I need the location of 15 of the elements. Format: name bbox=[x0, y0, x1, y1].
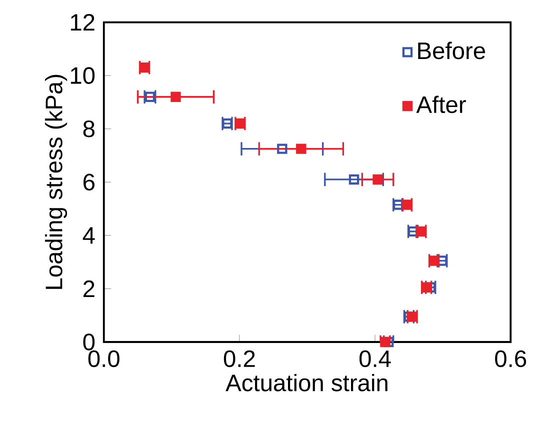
y-tick-label: 8 bbox=[83, 120, 94, 138]
y-tick-label: 4 bbox=[82, 227, 95, 244]
y-axis-title: Loading stress (kPa) bbox=[44, 75, 68, 290]
x-tick-label: 0.2 bbox=[224, 350, 255, 368]
x-tick-label: 0.4 bbox=[359, 350, 391, 368]
y-tick-label: 12 bbox=[70, 14, 94, 31]
y-tick-label: 6 bbox=[84, 174, 94, 191]
x-axis-title: Actuation strain bbox=[226, 374, 388, 392]
x-tick-label: 0.6 bbox=[495, 350, 526, 368]
y-tick-label: 2 bbox=[84, 280, 94, 298]
y-tick-label: 10 bbox=[70, 67, 95, 84]
legend-label: Before bbox=[418, 42, 486, 60]
y-tick-label: 0 bbox=[83, 334, 95, 351]
x-tick-label: 0.0 bbox=[88, 350, 120, 368]
legend-label: After bbox=[416, 96, 466, 114]
